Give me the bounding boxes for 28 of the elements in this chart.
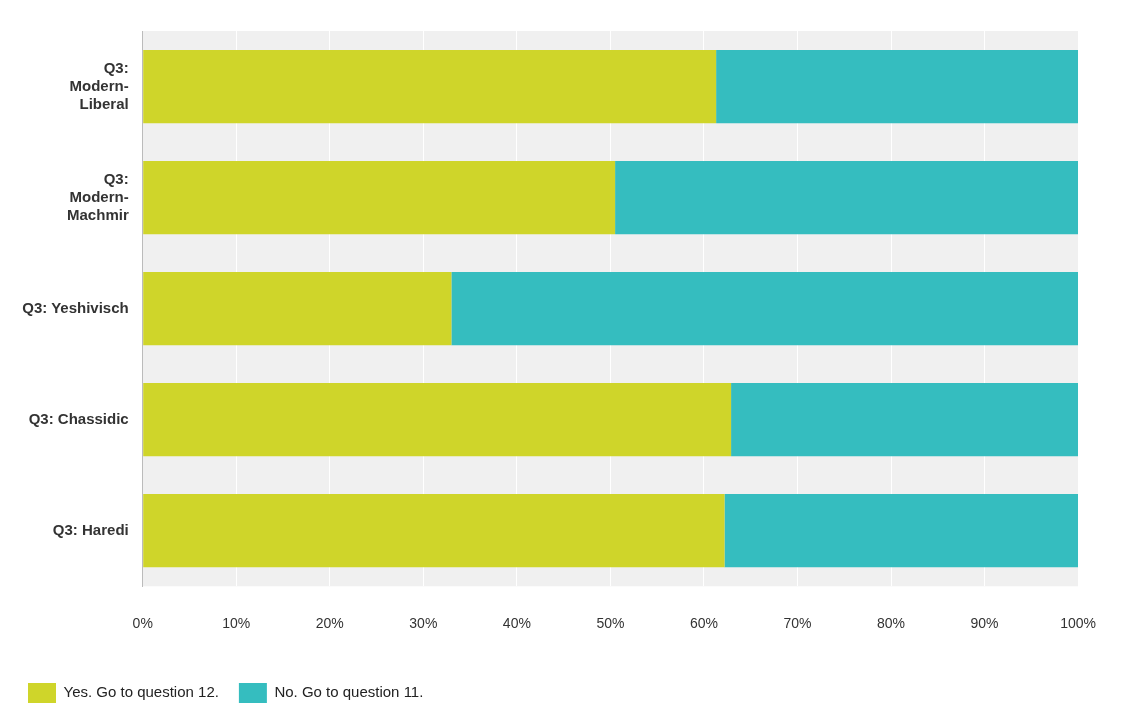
legend-label: Yes. Go to question 12. [63, 683, 219, 701]
x-tick-label: 50% [596, 615, 625, 632]
x-tick-label: 80% [877, 615, 906, 632]
legend-label: No. Go to question 11. [274, 683, 424, 701]
x-tick-label: 0% [132, 615, 153, 632]
y-tick-label: Q3: Haredi [52, 520, 129, 538]
y-tick-label: Q3: Yeshivisch [22, 298, 129, 316]
bar [451, 271, 1079, 346]
bar [143, 160, 616, 235]
bar [731, 383, 1079, 457]
x-tick-label: 30% [409, 615, 438, 632]
bar [143, 383, 732, 457]
y-tick-label: Q3: Modern-Machmir [67, 169, 129, 223]
bar [716, 49, 1079, 124]
x-tick-label: 90% [970, 615, 999, 632]
bar [724, 494, 1079, 568]
y-tick-label: Q3: Modern-Liberal [69, 58, 129, 112]
x-tick-label: 20% [315, 615, 344, 632]
bar [143, 494, 725, 568]
x-tick-label: 60% [689, 615, 718, 632]
y-tick-label: Q3: Chassidic [28, 409, 129, 427]
x-tick-label: 70% [783, 615, 812, 632]
bar [615, 160, 1079, 235]
x-tick-label: 10% [222, 615, 251, 632]
x-tick-label: 100% [1060, 615, 1096, 632]
x-tick-label: 40% [502, 615, 531, 632]
bar [143, 271, 452, 346]
bar [143, 49, 717, 124]
